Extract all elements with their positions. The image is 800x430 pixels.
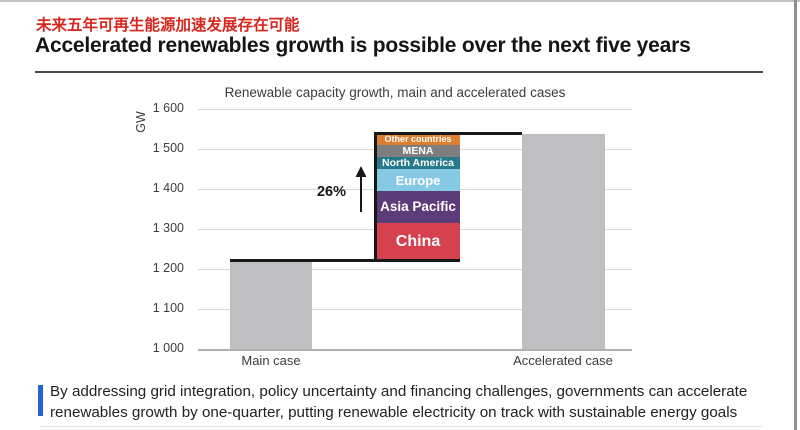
stack-segment-asia-pacific: Asia Pacific: [376, 191, 460, 223]
page-bottom-border: [40, 426, 762, 427]
y-tick-label: 1 100: [152, 301, 184, 315]
gridline: [198, 269, 632, 270]
page-right-border: [794, 0, 797, 430]
y-tick-label: 1 300: [152, 221, 184, 235]
x-axis-label-main-case: Main case: [241, 353, 301, 368]
segment-label: Asia Pacific: [380, 199, 456, 215]
step-line-upper: [374, 132, 522, 135]
gridline: [198, 309, 632, 310]
footer-accent-bar: [38, 385, 43, 416]
stack-segment-north-america: North America: [376, 157, 460, 169]
bar-main-case: [230, 261, 312, 349]
y-tick-label: 1 600: [152, 101, 184, 115]
chart-title: Renewable capacity growth, main and acce…: [224, 85, 566, 100]
y-tick-label: 1 500: [152, 141, 184, 155]
x-axis-label-accelerated-case: Accelerated case: [513, 353, 613, 368]
y-tick-label: 1 400: [152, 181, 184, 195]
segment-label: North America: [382, 156, 454, 169]
footer-line-2: renewables growth by one-quarter, puttin…: [50, 403, 738, 421]
gridline: [198, 349, 632, 351]
gridline: [198, 109, 632, 110]
header-divider: [35, 71, 763, 73]
segment-label: China: [395, 233, 441, 250]
segment-label: Other countries: [384, 134, 452, 145]
page-title: Accelerated renewables growth is possibl…: [35, 34, 691, 57]
stack-segment-other-countries: Other countries: [376, 134, 460, 145]
footer-line-1: By addressing grid integration, policy u…: [50, 383, 748, 400]
growth-percentage-label: 26%: [316, 184, 346, 200]
segment-label: MENA: [402, 144, 434, 157]
page-top-border: [0, 0, 800, 2]
stack-segment-china: China: [376, 223, 460, 261]
y-tick-label: 1 200: [152, 261, 184, 275]
stack-segment-mena: MENA: [376, 145, 460, 157]
stack-segment-europe: Europe: [376, 169, 460, 191]
step-line-lower: [230, 259, 460, 262]
segment-label: Europe: [395, 172, 441, 188]
growth-arrow-icon: [355, 166, 367, 212]
step-line-vertical: [374, 132, 377, 261]
bar-accelerated-case: [522, 134, 605, 349]
chinese-subtitle: 未来五年可再生能源加速发展存在可能: [36, 17, 300, 34]
footer-note: By addressing grid integration, policy u…: [50, 382, 747, 423]
y-tick-label: 1 000: [152, 341, 184, 355]
